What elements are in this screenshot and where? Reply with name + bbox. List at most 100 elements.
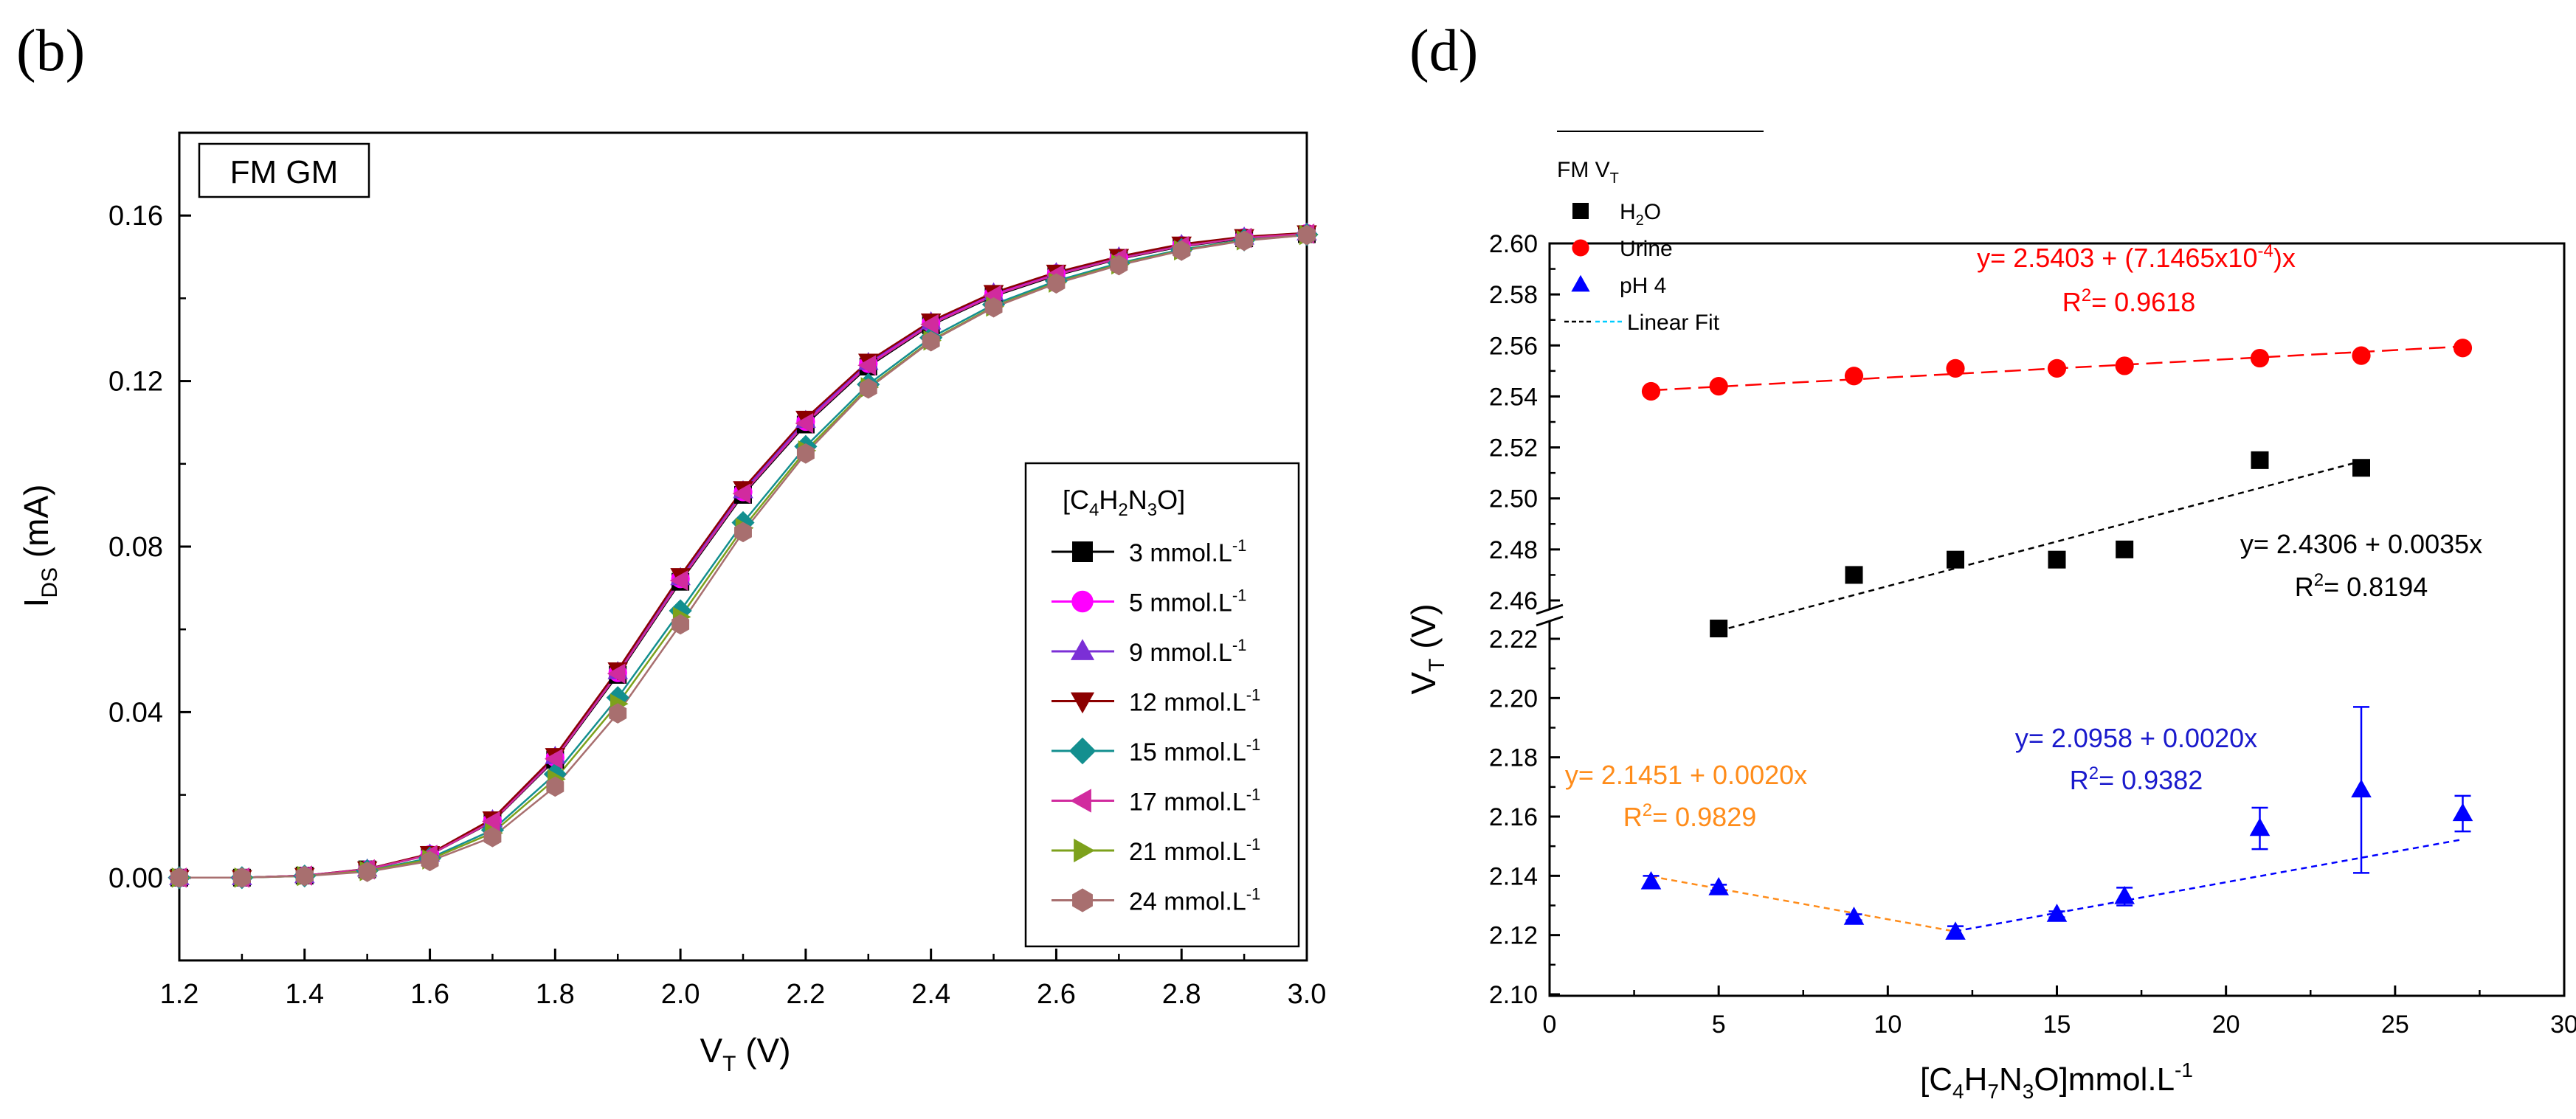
- ph-4-point: [2351, 779, 2372, 798]
- series-8-point: [1110, 254, 1128, 276]
- fit-line-2: [1718, 460, 2362, 632]
- chart-title-box: [198, 142, 370, 198]
- ph-4-point: [2249, 817, 2271, 836]
- urine-equation: y= 2.5403 + (7.1465x10-4)x: [1977, 241, 2296, 273]
- y-tick-label-b: 0.00: [108, 863, 163, 894]
- legend-marker-1: [1072, 541, 1093, 562]
- urine-point: [1709, 376, 1728, 396]
- legend-b: [C4H2N3O] 3 mmol.L-1 5 mmol.L-1 9 mmol.L-1…: [1024, 462, 1300, 948]
- h2o-point: [2251, 451, 2269, 469]
- y-tick-label-d: 2.12: [1489, 922, 1538, 950]
- series-8-point: [922, 330, 940, 352]
- x-tick-label-d: 30: [2550, 1011, 2576, 1039]
- legend-marker-d-3: [1571, 274, 1590, 292]
- h2o-point: [1845, 566, 1863, 584]
- y-tick-label-d: 2.22: [1489, 626, 1538, 654]
- y-tick-label-d: 2.20: [1489, 685, 1538, 713]
- series-8-point: [671, 614, 690, 635]
- fit-annotations: y= 2.5403 + (7.1465x10-4)x R2= 0.9618 y=…: [1565, 241, 2482, 832]
- series-8-point: [483, 827, 502, 848]
- series-8-point: [1173, 240, 1191, 261]
- x-tick-label-b: 2.2: [786, 979, 825, 1010]
- series-6-point: [544, 748, 563, 769]
- axis-break-marker: [1535, 603, 1564, 627]
- y-tick-label-d: 2.10: [1489, 981, 1538, 1009]
- y-tick-label-d: 2.46: [1489, 587, 1538, 615]
- ph-4-point: [1945, 921, 1966, 940]
- x-tick-label-b: 1.6: [410, 979, 449, 1010]
- ph4b-r2: R2= 0.9382: [2070, 763, 2203, 795]
- y-tick-label-b: 0.04: [108, 697, 163, 728]
- legend-marker-d-2: [1572, 239, 1589, 257]
- ph-4-point: [2046, 904, 2068, 922]
- legend-label-5: 15 mmol.L-1: [1129, 735, 1260, 766]
- legend-label-d-2: Urine: [1620, 237, 1673, 261]
- y-tick-label-b: 0.08: [108, 532, 163, 563]
- series-8-point: [295, 865, 314, 887]
- h2o-point: [1710, 620, 1728, 638]
- ph4a-equation: y= 2.1451 + 0.0020x: [1565, 760, 1807, 790]
- y-tick-label-d: 2.54: [1489, 383, 1538, 411]
- x-tick-label-d: 20: [2212, 1011, 2240, 1039]
- series-8-point: [170, 867, 188, 888]
- plot-area-d: [1548, 242, 2566, 997]
- urine-point: [2250, 348, 2270, 368]
- x-tick-label-d: 25: [2381, 1011, 2409, 1039]
- y-tick-label-d: 2.18: [1489, 744, 1538, 772]
- series-8-point: [859, 378, 877, 399]
- ph-4-point: [1843, 907, 1865, 925]
- series-8-point: [1047, 273, 1066, 294]
- legend-label-2: 5 mmol.L-1: [1129, 586, 1246, 617]
- series-6-point: [795, 413, 814, 434]
- series-8-point: [1298, 224, 1316, 246]
- legend-marker-2: [1071, 590, 1094, 613]
- series-8-point: [546, 776, 564, 797]
- urine-r2: R2= 0.9618: [2062, 285, 2196, 317]
- h2o-point: [2116, 540, 2134, 558]
- x-tick-label-b: 2.6: [1037, 979, 1076, 1010]
- urine-point: [1641, 381, 1661, 401]
- series-6-point: [482, 811, 500, 832]
- x-axis-label-d: [C4H7N3O]mmol.L-1: [1920, 1059, 2193, 1103]
- urine-point: [2115, 356, 2134, 375]
- x-axis-label-b: VT (V): [700, 1031, 790, 1076]
- x-tick-label-d: 5: [1712, 1011, 1726, 1039]
- y-tick-label-d: 2.48: [1489, 536, 1538, 564]
- legend-title-b: [C4H2N3O]: [1063, 485, 1185, 520]
- ph4a-r2: R2= 0.9829: [1623, 800, 1757, 832]
- legend-marker-7: [1074, 838, 1095, 863]
- h2o-point: [1947, 550, 1964, 569]
- x-tick-label-d: 10: [1874, 1011, 1902, 1039]
- chart-title: FM GM: [230, 154, 339, 190]
- ph-4-point: [1640, 870, 1662, 890]
- x-tick-label-b: 1.2: [160, 979, 199, 1010]
- urine-point: [2047, 358, 2067, 378]
- chart-d: 0 5 10 15 20 25 30 2.10 2.12 2.14 2.16 2.18 2.20 2.22…: [1404, 131, 2576, 1103]
- urine-point: [2453, 339, 2473, 358]
- h2o-point: [2048, 550, 2066, 569]
- ph4b-equation: y= 2.0958 + 0.0020x: [2015, 723, 2257, 753]
- x-tick-label-b: 2.0: [661, 979, 700, 1010]
- x-tick-label-d: 0: [1543, 1011, 1557, 1039]
- series-8-point: [984, 297, 1003, 318]
- y-tick-label-d: 2.50: [1489, 485, 1538, 513]
- legend-label-3: 9 mmol.L-1: [1129, 636, 1246, 667]
- legend-label-6: 17 mmol.L-1: [1129, 786, 1260, 817]
- y-tick-label-d: 2.16: [1489, 803, 1538, 831]
- series-8-point: [232, 867, 251, 888]
- x-tick-label-b: 1.8: [536, 979, 575, 1010]
- legend-marker-6: [1070, 789, 1091, 813]
- fit-line-3: [1651, 875, 1956, 933]
- ph-4-point: [2452, 803, 2473, 822]
- series-8-point: [609, 703, 627, 724]
- legend-label-d-3: pH 4: [1620, 274, 1666, 298]
- series-8-point: [358, 862, 376, 882]
- h2o-equation: y= 2.4306 + 0.0035x: [2240, 529, 2482, 559]
- legend-title-d: FM VT: [1557, 158, 1619, 187]
- legend-marker-d-1: [1572, 203, 1589, 219]
- series-6-point: [732, 483, 751, 504]
- legend-label-7: 21 mmol.L-1: [1129, 835, 1260, 866]
- y-tick-label-d: 2.56: [1489, 332, 1538, 360]
- legend-label-8: 24 mmol.L-1: [1129, 885, 1260, 916]
